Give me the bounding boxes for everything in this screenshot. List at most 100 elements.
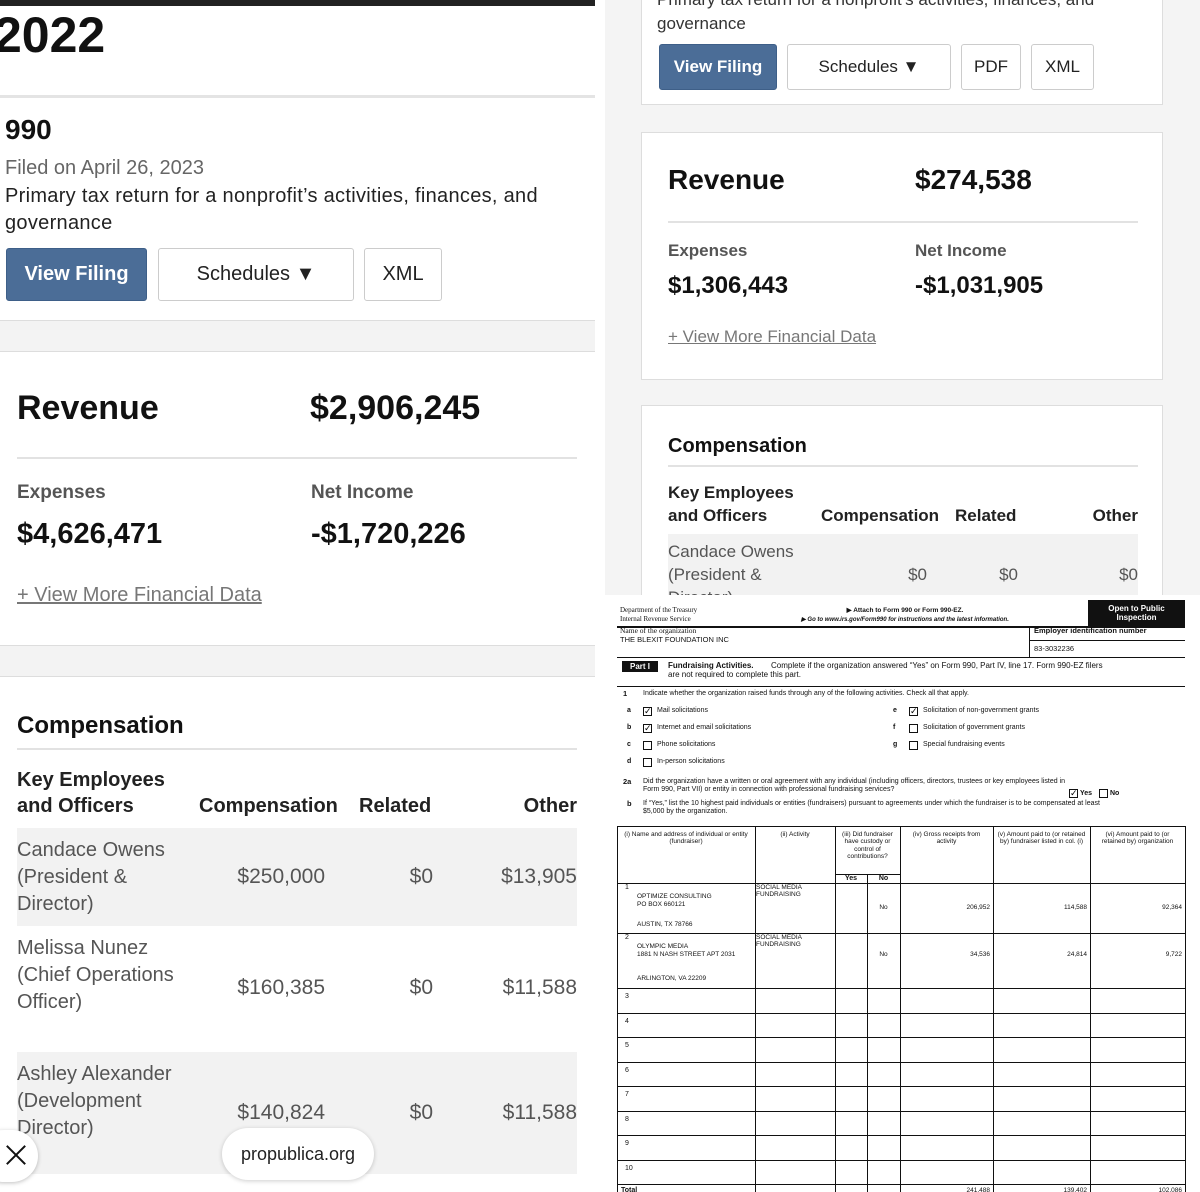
filing-button[interactable]: Schedules ▼	[787, 44, 951, 90]
employee-name: Candace Owens (President & Director)	[668, 542, 794, 595]
dept: Department of the Treasury	[620, 606, 698, 614]
related-value: $0	[409, 1101, 433, 1124]
yes-label: Yes	[1080, 790, 1093, 797]
checkbox: ✓	[643, 724, 652, 734]
filing-button[interactable]: Schedules ▼	[158, 248, 354, 301]
row-rule	[617, 1184, 1185, 1185]
row-rule	[617, 1086, 1185, 1087]
expenses-label: Expenses	[668, 241, 748, 260]
item-letter: a	[627, 707, 631, 714]
financial-link[interactable]: + View More Financial Data	[668, 327, 877, 346]
question: Indicate whether the organization raised…	[643, 690, 969, 697]
checkbox	[1099, 789, 1108, 798]
goto: ▶ Go to www.irs.gov/Form990 for instruct…	[801, 617, 1009, 623]
row-number: 9	[625, 1140, 629, 1147]
question-number: 2a	[623, 777, 632, 786]
compensation-value: $250,000	[237, 865, 325, 888]
amount-retained: 92,364	[1162, 904, 1182, 911]
row-rule	[617, 933, 1185, 934]
source-pill[interactable]: propublica.org	[222, 1128, 374, 1180]
rule	[668, 465, 1138, 467]
activity: SOCIAL MEDIA FUNDRAISING	[756, 934, 802, 949]
amount-retained: 9,722	[1165, 951, 1182, 958]
related-value: $0	[409, 976, 433, 999]
form-border	[617, 657, 1185, 658]
net-income-label: Net Income	[915, 241, 1007, 260]
filing-button[interactable]: View Filing	[6, 248, 147, 301]
column-header: (ii) Activity	[780, 831, 810, 838]
question-number: b	[627, 799, 632, 808]
column-header: Key Employees and Officers	[668, 483, 794, 525]
column-rule	[993, 826, 994, 1192]
employee-name: Ashley Alexander (Development Director)	[17, 1063, 172, 1139]
org-name: THE BLEXIT FOUNDATION INC	[620, 635, 729, 644]
compensation-value: $160,385	[237, 976, 325, 999]
description: Primary tax return for a nonprofit’s act…	[657, 0, 1094, 33]
item-text: Mail solicitations	[657, 707, 708, 714]
column-header: Related	[359, 795, 432, 817]
irs: Internal Revenue Service	[620, 615, 691, 623]
filing-button[interactable]: XML	[1031, 44, 1094, 90]
filing-button[interactable]: XML	[364, 248, 442, 301]
row-number: 1	[625, 884, 629, 891]
revenue-value: $2,906,245	[310, 389, 481, 427]
expenses-value: $1,306,443	[668, 272, 789, 299]
rule	[1029, 640, 1185, 641]
top-bar	[0, 0, 595, 6]
row-rule	[617, 1061, 1185, 1063]
gross-receipts: 34,536	[970, 951, 990, 958]
item-text: Solicitation of government grants	[923, 724, 1025, 731]
checkbox	[643, 758, 652, 767]
row-number: 10	[625, 1164, 633, 1172]
filing-button[interactable]: PDF	[961, 44, 1021, 90]
fundraiser-city: AUSTIN, TX 78766	[637, 921, 693, 928]
form-name: 990	[5, 114, 52, 145]
item-text: Solicitation of non-government grants	[923, 707, 1039, 714]
column-rule	[1090, 826, 1091, 1192]
item-text: Internet and email solicitations	[657, 724, 752, 731]
column-header: Compensation	[821, 506, 940, 525]
column-header: Compensation	[199, 795, 338, 817]
rule	[1029, 627, 1030, 657]
custody: No	[879, 904, 888, 911]
fundraiser-address: PO BOX 660121	[637, 901, 686, 908]
item-letter: b	[627, 724, 632, 731]
checkbox	[909, 724, 918, 733]
other-value: $0	[1119, 565, 1138, 584]
row-background	[17, 828, 577, 926]
financial-link[interactable]: + View More Financial Data	[17, 584, 262, 606]
row-rule	[617, 883, 1185, 884]
part-title: Fundraising Activities.	[668, 661, 754, 670]
form-border	[617, 686, 1185, 687]
column-rule	[1185, 826, 1186, 1192]
expenses-label: Expenses	[17, 482, 106, 503]
rule	[17, 457, 577, 459]
filing-button[interactable]: View Filing	[659, 44, 777, 90]
gross-receipts: 206,952	[966, 904, 991, 911]
item-letter: c	[627, 741, 631, 748]
other-value: $11,588	[502, 1101, 577, 1124]
rule	[668, 221, 1138, 223]
total-gross: 241,488	[966, 1187, 991, 1192]
row-rule	[617, 1037, 1185, 1038]
total-retained: 102,086	[1158, 1187, 1183, 1192]
inspection-box: Open to Public Inspection	[1088, 600, 1185, 626]
question-number: 1	[623, 689, 628, 698]
irs-form: Department of the Treasury Internal Reven…	[605, 600, 1200, 1192]
left-screenshot: 2022 990 Filed on April 26, 2023 Primary ta…	[0, 0, 595, 1192]
column-header: Related	[955, 506, 1017, 525]
fundraiser-city: ARLINGTON, VA 22209	[637, 975, 707, 982]
checkbox	[643, 741, 652, 750]
checkbox: ✓	[643, 707, 652, 717]
row-number: 8	[625, 1115, 629, 1123]
column-header: (iii) Did fundraiser have custody or con…	[842, 831, 893, 861]
divider	[0, 95, 595, 98]
row-rule	[617, 1135, 1185, 1136]
rule	[17, 748, 577, 750]
revenue-label: Revenue	[17, 389, 159, 427]
related-value: $0	[999, 565, 1018, 584]
total-paid: 139,402	[1063, 1187, 1088, 1192]
compensation-title: Compensation	[17, 712, 184, 739]
